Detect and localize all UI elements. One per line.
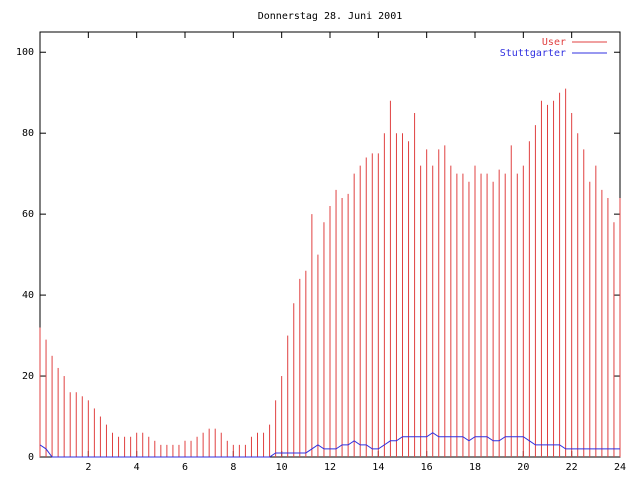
x-tick-label: 6 [182, 462, 188, 473]
x-tick-label: 18 [469, 462, 481, 473]
x-tick-label: 8 [230, 462, 236, 473]
y-tick-label: 0 [28, 452, 34, 463]
x-tick-label: 20 [517, 462, 529, 473]
x-tick-label: 12 [324, 462, 336, 473]
y-tick-label: 100 [16, 47, 34, 58]
x-tick-label: 14 [372, 462, 384, 473]
y-tick-label: 60 [22, 209, 34, 220]
y-tick-label: 40 [22, 290, 34, 301]
x-tick-label: 16 [421, 462, 433, 473]
x-tick-label: 10 [276, 462, 288, 473]
x-tick-label: 4 [134, 462, 140, 473]
y-tick-label: 80 [22, 128, 34, 139]
legend-label: Stuttgarter [500, 48, 566, 59]
chart-title: Donnerstag 28. Juni 2001 [258, 11, 403, 22]
x-tick-label: 22 [566, 462, 578, 473]
x-tick-label: 2 [85, 462, 91, 473]
series-line [39, 432, 620, 458]
x-tick-label: 24 [614, 462, 626, 473]
y-tick-label: 20 [22, 371, 34, 382]
legend-label: User [542, 37, 566, 48]
